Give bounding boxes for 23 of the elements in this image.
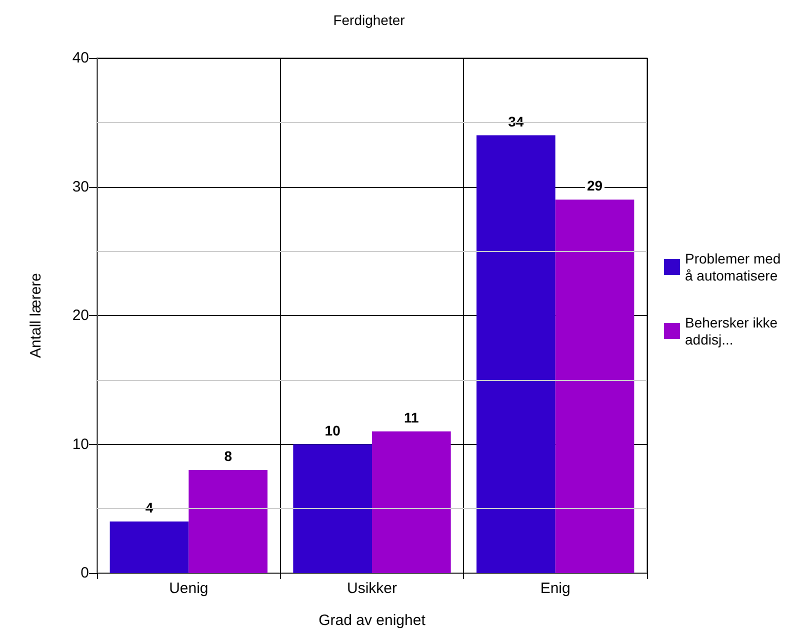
- x-axis-title: Grad av enighet: [318, 612, 426, 629]
- x-tick-label: Uenig: [169, 580, 208, 597]
- y-tick-label: 30: [72, 178, 89, 196]
- data-label: 11: [404, 409, 420, 426]
- data-label: 10: [324, 422, 341, 438]
- bar: [476, 135, 556, 573]
- bar: [293, 444, 372, 573]
- data-label: 8: [224, 448, 232, 464]
- bar: [555, 200, 634, 573]
- y-tick-label: 20: [72, 307, 89, 324]
- legend-label: Behersker ikke addisj...: [685, 314, 782, 348]
- x-tick-label: Usikker: [346, 580, 398, 597]
- bar: [188, 470, 268, 573]
- x-tick-label: Enig: [540, 580, 570, 597]
- bar: [372, 431, 451, 573]
- y-tick-label: 0: [80, 564, 89, 582]
- y-tick-label: 40: [72, 50, 89, 66]
- legend-label: Problemer med å automatisere: [685, 250, 785, 284]
- data-label: 29: [586, 178, 603, 194]
- y-tick-label: 10: [72, 436, 89, 453]
- chart-title: Ferdigheter: [333, 12, 406, 28]
- y-axis-title: Antall lærere: [28, 272, 44, 358]
- bar: [110, 522, 189, 573]
